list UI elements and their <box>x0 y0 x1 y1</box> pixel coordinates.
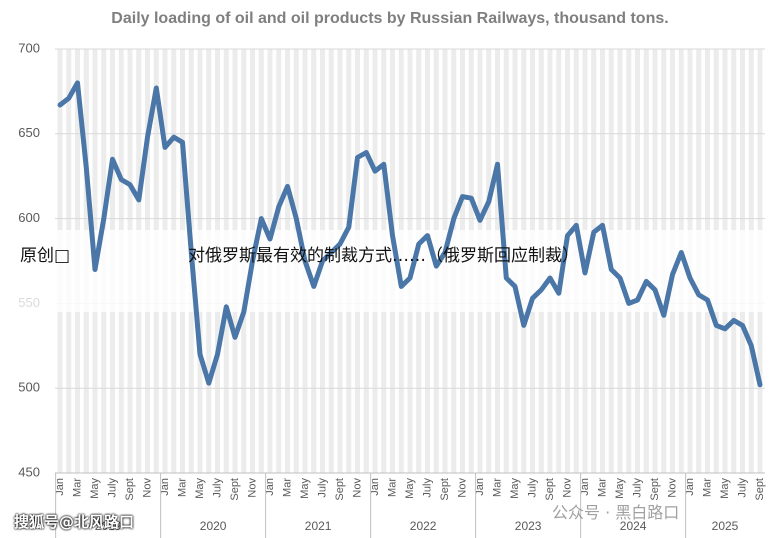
y-tick-label: 700 <box>18 40 40 55</box>
x-tick-label: Mar <box>281 478 293 497</box>
x-tick-label: Sept <box>124 478 136 501</box>
x-tick-label: July <box>526 478 538 498</box>
year-label: 2024 <box>620 519 647 533</box>
year-label: 2021 <box>305 519 332 533</box>
x-tick-label: Jan <box>264 478 276 496</box>
x-tick-label: July <box>211 478 223 498</box>
x-tick-label: Sept <box>754 478 766 501</box>
y-tick-label: 450 <box>18 464 40 479</box>
year-label: 2019 <box>95 519 122 533</box>
x-tick-label: Nov <box>351 478 363 498</box>
x-tick-label: July <box>421 478 433 498</box>
x-tick-label: May <box>719 478 731 499</box>
x-tick-label: May <box>299 478 311 499</box>
x-tick-label: Jan <box>54 478 66 496</box>
x-tick-label: July <box>736 478 748 498</box>
year-label: 2022 <box>410 519 437 533</box>
x-tick-label: Nov <box>246 478 258 498</box>
y-tick-label: 600 <box>18 210 40 225</box>
x-tick-label: July <box>106 478 118 498</box>
x-tick-label: Jan <box>369 478 381 496</box>
year-label: 2023 <box>515 519 542 533</box>
overlay-bg <box>0 230 775 312</box>
y-tick-label: 650 <box>18 125 40 140</box>
x-tick-label: Sept <box>229 478 241 501</box>
x-tick-label: May <box>404 478 416 499</box>
year-label: 2020 <box>200 519 227 533</box>
x-tick-label: Nov <box>561 478 573 498</box>
watermark: 公众号 · 黑白路口 <box>552 503 680 522</box>
x-tick-label: Nov <box>456 478 468 498</box>
x-tick-label: Mar <box>71 478 83 497</box>
x-tick-label: Sept <box>544 478 556 501</box>
data-line <box>57 80 763 388</box>
x-tick-label: Jan <box>684 478 696 496</box>
x-tick-label: May <box>194 478 206 499</box>
x-tick-label: Jan <box>159 478 171 496</box>
x-tick-label: Mar <box>701 478 713 497</box>
x-tick-label: Jan <box>579 478 591 496</box>
x-tick-label: Sept <box>334 478 346 501</box>
x-tick-label: July <box>316 478 328 498</box>
x-tick-label: July <box>631 478 643 498</box>
x-tick-label: Mar <box>491 478 503 497</box>
x-tick-label: Jan <box>474 478 486 496</box>
x-tick-label: Sept <box>649 478 661 501</box>
x-tick-label: Mar <box>596 478 608 497</box>
x-tick-label: Nov <box>141 478 153 498</box>
x-tick-label: May <box>509 478 521 499</box>
chart-title: Daily loading of oil and oil products by… <box>111 10 668 27</box>
overlay-tag: 原创□ <box>20 246 71 266</box>
x-tick-label: Nov <box>666 478 678 498</box>
watermark: 搜狐号@北风路口 <box>14 513 135 531</box>
x-tick-label: Mar <box>386 478 398 497</box>
x-tick-label: May <box>614 478 626 499</box>
year-label: 2025 <box>712 519 739 533</box>
x-tick-label: Sept <box>439 478 451 501</box>
y-tick-label: 500 <box>18 380 40 395</box>
overlay-headline[interactable]: 对俄罗斯最有效的制裁方式……（俄罗斯回应制裁） <box>188 246 580 266</box>
x-tick-label: Mar <box>176 478 188 497</box>
overlay-band: 原创□ 对俄罗斯最有效的制裁方式……（俄罗斯回应制裁） <box>20 242 630 271</box>
x-tick-label: May <box>89 478 101 499</box>
